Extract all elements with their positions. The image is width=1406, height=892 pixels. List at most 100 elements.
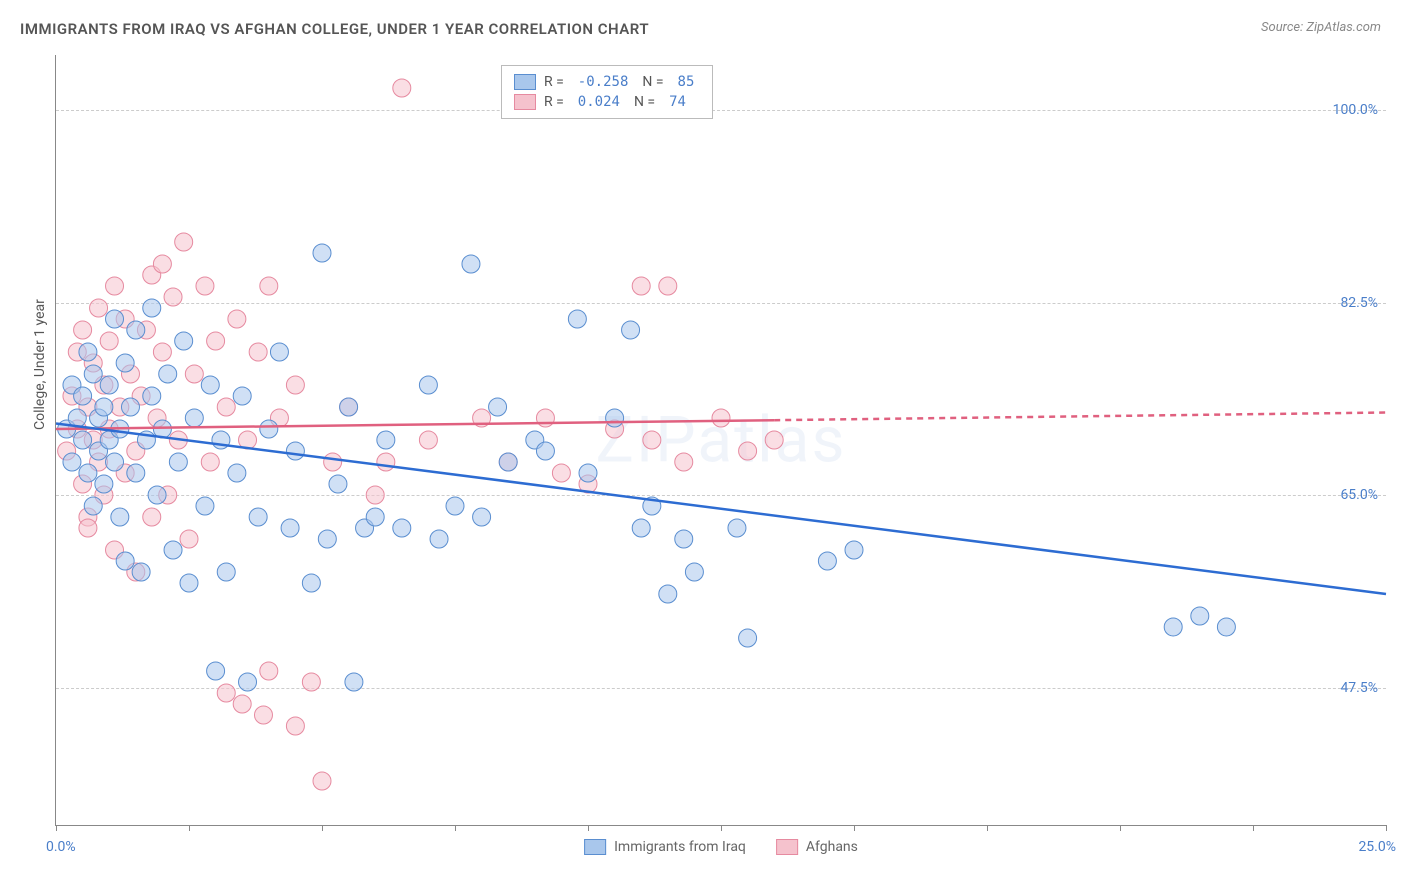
data-point (175, 332, 193, 350)
data-point (430, 530, 448, 548)
x-tick-mark (1253, 825, 1254, 831)
data-point (79, 343, 97, 361)
data-point (228, 464, 246, 482)
data-point (201, 453, 219, 471)
y-axis-label: College, Under 1 year (32, 299, 48, 430)
data-point (185, 409, 203, 427)
data-point (180, 530, 198, 548)
data-point (106, 310, 124, 328)
data-point (377, 453, 395, 471)
legend-row-series1: R = -0.258 N = 85 (514, 72, 700, 92)
x-tick-mark (1386, 825, 1387, 831)
data-point (659, 277, 677, 295)
data-point (196, 277, 214, 295)
scatter-svg (56, 55, 1386, 825)
data-point (63, 453, 81, 471)
data-point (239, 673, 257, 691)
data-point (217, 684, 235, 702)
data-point (74, 387, 92, 405)
data-point (74, 431, 92, 449)
data-point (90, 299, 108, 317)
data-point (579, 464, 597, 482)
data-point (159, 365, 177, 383)
data-point (845, 541, 863, 559)
legend-swatch-afghan (514, 94, 536, 110)
data-point (345, 673, 363, 691)
data-point (201, 376, 219, 394)
data-point (95, 475, 113, 493)
data-point (313, 244, 331, 262)
data-point (217, 563, 235, 581)
x-axis-max-label: 25.0% (1358, 839, 1396, 855)
data-point (643, 431, 661, 449)
legend-item-afghan: Afghans (776, 839, 858, 855)
data-point (377, 431, 395, 449)
data-point (254, 706, 272, 724)
data-point (84, 365, 102, 383)
data-point (100, 376, 118, 394)
legend-swatch-iraq (514, 74, 536, 90)
data-point (148, 486, 166, 504)
data-point (249, 508, 267, 526)
data-point (499, 453, 517, 471)
data-point (169, 453, 187, 471)
data-point (286, 442, 304, 460)
data-point (270, 343, 288, 361)
legend-row-series2: R = 0.024 N = 74 (514, 92, 700, 112)
legend-r-label: R = (544, 94, 564, 110)
data-point (318, 530, 336, 548)
data-point (79, 464, 97, 482)
data-point (302, 673, 320, 691)
data-point (116, 552, 134, 570)
data-point (164, 541, 182, 559)
data-point (446, 497, 464, 515)
data-point (249, 343, 267, 361)
data-point (739, 442, 757, 460)
data-point (489, 398, 507, 416)
data-point (233, 695, 251, 713)
x-tick-mark (1120, 825, 1121, 831)
legend-swatch-afghan-icon (776, 839, 798, 855)
data-point (84, 497, 102, 515)
data-point (100, 332, 118, 350)
chart-title: IMMIGRANTS FROM IRAQ VS AFGHAN COLLEGE, … (20, 20, 649, 38)
data-point (217, 398, 235, 416)
data-point (366, 486, 384, 504)
data-point (127, 321, 145, 339)
source-label: Source: ZipAtlas.com (1261, 20, 1381, 35)
data-point (419, 376, 437, 394)
data-point (143, 508, 161, 526)
legend-swatch-iraq-icon (584, 839, 606, 855)
data-point (765, 431, 783, 449)
data-point (675, 453, 693, 471)
legend-r-label: R = (544, 74, 564, 90)
data-point (106, 277, 124, 295)
legend-n-value-iraq: 85 (672, 74, 701, 90)
legend-item-iraq: Immigrants from Iraq (584, 839, 746, 855)
data-point (329, 475, 347, 493)
data-point (153, 343, 171, 361)
data-point (116, 354, 134, 372)
data-point (260, 662, 278, 680)
data-point (324, 453, 342, 471)
data-point (685, 563, 703, 581)
data-point (1217, 618, 1235, 636)
x-tick-mark (322, 825, 323, 831)
data-point (281, 519, 299, 537)
data-point (153, 255, 171, 273)
legend-n-label: N = (634, 94, 655, 110)
data-point (196, 497, 214, 515)
x-tick-mark (721, 825, 722, 831)
data-point (233, 387, 251, 405)
data-point (111, 508, 129, 526)
data-point (180, 574, 198, 592)
data-point (728, 519, 746, 537)
data-point (393, 519, 411, 537)
data-point (260, 277, 278, 295)
data-point (127, 464, 145, 482)
data-point (175, 233, 193, 251)
x-tick-mark (588, 825, 589, 831)
legend-n-label: N = (642, 74, 663, 90)
trend-line (774, 413, 1386, 421)
data-point (606, 409, 624, 427)
